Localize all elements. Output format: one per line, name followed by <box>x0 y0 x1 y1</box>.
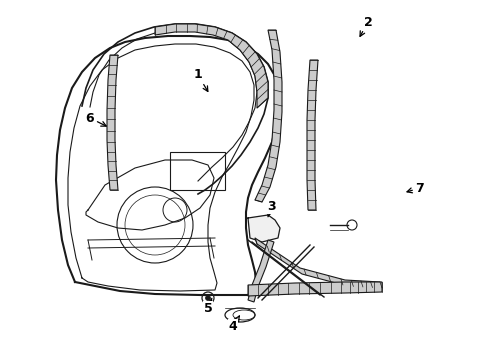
Text: 6: 6 <box>85 112 106 126</box>
Polygon shape <box>155 24 267 108</box>
Polygon shape <box>254 30 282 202</box>
Text: 7: 7 <box>406 181 424 194</box>
Polygon shape <box>247 240 273 302</box>
Polygon shape <box>306 60 317 210</box>
Polygon shape <box>56 36 278 295</box>
Text: 3: 3 <box>266 201 275 217</box>
Circle shape <box>205 296 210 301</box>
Text: 5: 5 <box>203 298 212 315</box>
Text: 4: 4 <box>228 316 239 333</box>
Text: 2: 2 <box>359 15 372 36</box>
Bar <box>170 152 224 190</box>
Polygon shape <box>107 55 118 190</box>
Text: 1: 1 <box>193 68 207 91</box>
Polygon shape <box>254 238 381 288</box>
Polygon shape <box>247 215 280 242</box>
Polygon shape <box>247 282 381 296</box>
